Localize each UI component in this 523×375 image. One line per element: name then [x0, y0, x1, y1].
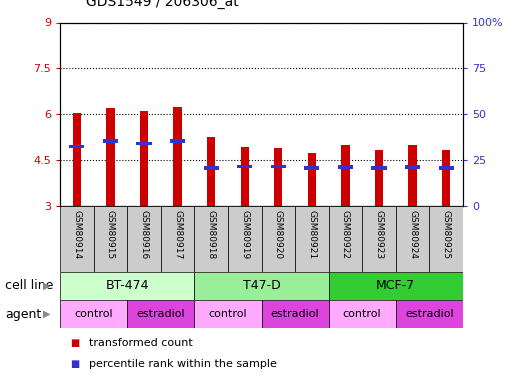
Bar — [170, 140, 185, 143]
Text: GSM80915: GSM80915 — [106, 210, 115, 259]
Bar — [442, 150, 450, 206]
Bar — [262, 206, 295, 272]
Bar — [127, 206, 161, 272]
Bar — [396, 206, 429, 272]
Bar — [438, 166, 453, 170]
Text: GDS1549 / 206306_at: GDS1549 / 206306_at — [86, 0, 239, 9]
Bar — [94, 206, 127, 272]
Bar — [207, 137, 215, 206]
Bar — [371, 166, 386, 170]
Bar — [328, 206, 362, 272]
Bar — [161, 206, 195, 272]
Bar — [73, 113, 81, 206]
Bar — [262, 300, 328, 328]
Bar — [408, 145, 417, 206]
Text: GSM80918: GSM80918 — [207, 210, 215, 259]
Text: control: control — [209, 309, 247, 319]
Bar — [429, 206, 463, 272]
Bar — [106, 108, 115, 206]
Text: agent: agent — [5, 308, 41, 321]
Text: estradiol: estradiol — [405, 309, 453, 319]
Text: ■: ■ — [71, 338, 80, 348]
Text: GSM80920: GSM80920 — [274, 210, 283, 259]
Bar — [103, 140, 118, 143]
Bar — [241, 147, 249, 206]
Bar — [405, 165, 420, 169]
Text: cell line: cell line — [5, 279, 53, 292]
Bar — [195, 300, 262, 328]
Bar — [195, 272, 328, 300]
Text: GSM80919: GSM80919 — [240, 210, 249, 259]
Text: ■: ■ — [71, 359, 80, 369]
Bar — [127, 300, 195, 328]
Bar — [274, 148, 282, 206]
Text: GSM80921: GSM80921 — [308, 210, 316, 259]
Bar — [174, 107, 182, 206]
Bar — [203, 166, 219, 170]
Text: GSM80924: GSM80924 — [408, 210, 417, 258]
Bar — [195, 206, 228, 272]
Text: GSM80916: GSM80916 — [140, 210, 149, 259]
Bar — [60, 206, 94, 272]
Text: GSM80923: GSM80923 — [374, 210, 383, 259]
Text: transformed count: transformed count — [89, 338, 192, 348]
Text: GSM80922: GSM80922 — [341, 210, 350, 258]
Text: GSM80914: GSM80914 — [72, 210, 82, 259]
Bar — [60, 272, 195, 300]
Text: BT-474: BT-474 — [106, 279, 149, 292]
Bar — [228, 206, 262, 272]
Bar — [140, 111, 148, 206]
Bar — [137, 142, 152, 145]
Bar — [396, 300, 463, 328]
Text: control: control — [343, 309, 381, 319]
Text: control: control — [74, 309, 113, 319]
Bar — [70, 145, 85, 148]
Text: estradiol: estradiol — [271, 309, 320, 319]
Text: MCF-7: MCF-7 — [376, 279, 415, 292]
Bar — [338, 165, 353, 169]
Bar — [304, 166, 320, 170]
Text: ▶: ▶ — [43, 281, 51, 291]
Text: estradiol: estradiol — [137, 309, 185, 319]
Bar — [362, 206, 396, 272]
Bar — [271, 165, 286, 168]
Bar — [328, 272, 463, 300]
Text: ▶: ▶ — [43, 309, 51, 319]
Text: GSM80917: GSM80917 — [173, 210, 182, 259]
Bar — [308, 153, 316, 206]
Bar — [328, 300, 396, 328]
Bar — [295, 206, 328, 272]
Bar — [341, 145, 349, 206]
Text: GSM80925: GSM80925 — [441, 210, 451, 259]
Text: T47-D: T47-D — [243, 279, 280, 292]
Bar — [60, 300, 127, 328]
Bar — [375, 150, 383, 206]
Text: percentile rank within the sample: percentile rank within the sample — [89, 359, 277, 369]
Bar — [237, 165, 252, 168]
